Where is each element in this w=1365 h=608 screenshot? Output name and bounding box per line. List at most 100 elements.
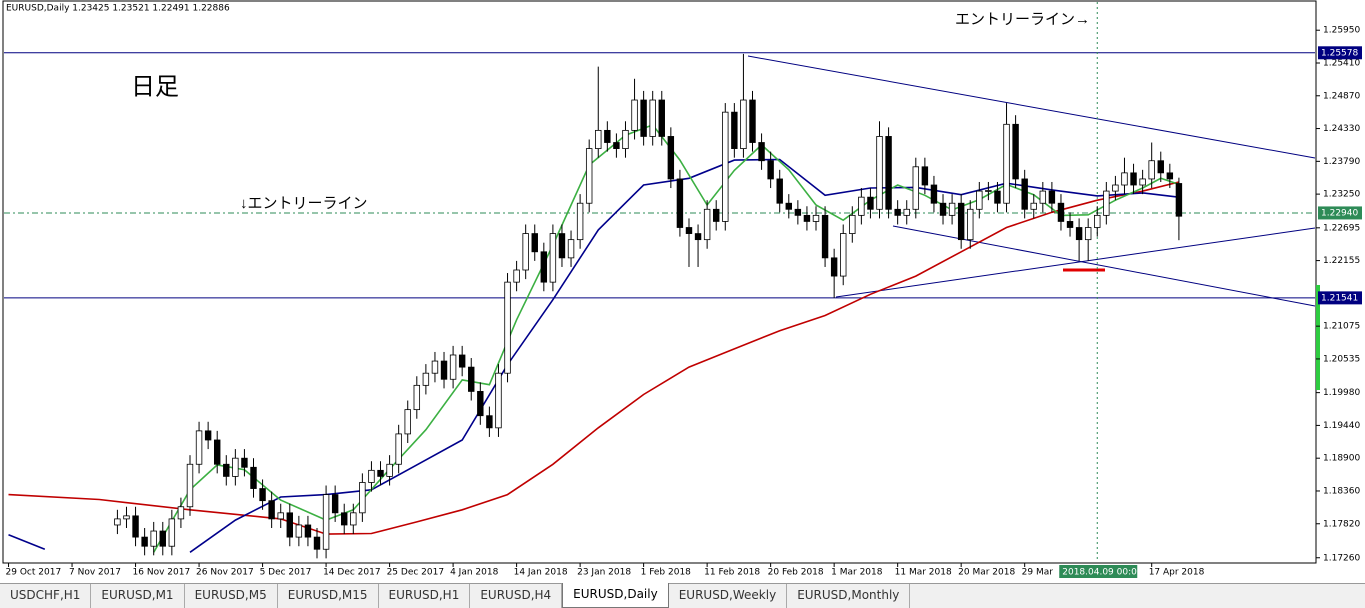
x-tick-label: 26 Nov 2017 — [196, 568, 254, 578]
candle-body — [1103, 190, 1110, 216]
candle-body — [658, 99, 665, 137]
y-tick-label: 1.23250 — [1323, 190, 1360, 200]
y-tick-label: 1.22695 — [1323, 223, 1360, 233]
candle-body — [576, 202, 584, 241]
candle-body — [894, 208, 901, 216]
y-tick-label: 1.20535 — [1323, 354, 1360, 364]
candle-body — [540, 251, 548, 283]
x-tick-label: 14 Jan 2018 — [514, 568, 568, 578]
candle-body — [1139, 178, 1146, 186]
candle-body — [477, 391, 484, 417]
candle-body — [595, 129, 602, 149]
candle-body — [141, 536, 148, 547]
candle-body — [531, 233, 538, 253]
candle-body — [522, 233, 529, 271]
candle-body — [295, 524, 303, 538]
candle-body — [731, 111, 738, 149]
candle-body — [649, 99, 656, 137]
candle-body — [812, 214, 820, 222]
candle-body — [549, 233, 557, 283]
candle-body — [767, 160, 774, 180]
price-level-label: 1.21541 — [1321, 293, 1358, 303]
candle-body — [1175, 183, 1183, 217]
candle-body — [930, 184, 938, 204]
candle-body — [195, 430, 203, 465]
candle-body — [322, 494, 330, 550]
volume-bar — [1316, 285, 1320, 390]
candle-body — [486, 415, 493, 429]
chart-tab[interactable]: EURUSD,M15 — [278, 584, 379, 608]
candle-body — [1039, 190, 1047, 204]
y-tick-label: 1.18360 — [1323, 486, 1360, 496]
trendline — [747, 55, 1316, 159]
chart-tab[interactable]: EURUSD,Daily — [562, 583, 669, 608]
candle-body — [712, 208, 720, 222]
candle-body — [232, 457, 239, 477]
chart-tab[interactable]: USDCHF,H1 — [0, 584, 92, 608]
x-tick-label: 29 Oct 2017 — [6, 568, 62, 578]
candle-body — [957, 202, 965, 241]
candle-body — [359, 482, 366, 514]
candle-body — [976, 190, 983, 210]
chart-tab[interactable]: EURUSD,Monthly — [787, 584, 911, 608]
candle-body — [449, 354, 457, 380]
x-tick-label: 23 Jan 2018 — [577, 568, 631, 578]
candle-body — [785, 202, 792, 210]
candle-body — [213, 439, 221, 465]
candle-body — [867, 196, 874, 210]
candle-body — [150, 530, 157, 547]
candle-body — [1166, 172, 1174, 180]
y-tick-label: 1.21075 — [1323, 322, 1360, 332]
x-tick-label: 4 Jan 2018 — [450, 568, 498, 578]
candle-body — [885, 136, 892, 210]
price-level-box — [1318, 206, 1362, 220]
x-tick-label: 11 Feb 2018 — [704, 568, 760, 578]
x-tick-label: 5 Dec 2017 — [260, 568, 312, 578]
plot-area — [4, 2, 1315, 562]
x-tick-label: 1 Mar 2018 — [831, 568, 883, 578]
candle-body — [622, 129, 629, 149]
chart-tab[interactable]: EURUSD,M5 — [185, 584, 278, 608]
candle-body — [585, 148, 593, 204]
candle-body — [350, 512, 357, 526]
x-tick-label: 14 Dec 2017 — [323, 568, 381, 578]
candle-body — [694, 233, 702, 241]
y-tick-label: 1.24870 — [1323, 91, 1360, 101]
candle-body — [468, 366, 475, 392]
chart: EURUSD,Daily 1.23425 1.23521 1.22491 1.2… — [2, 0, 1362, 578]
x-tick-label: 1 Feb 2018 — [641, 568, 692, 578]
candle-body — [304, 524, 312, 538]
candle-body — [1121, 172, 1128, 186]
y-tick-label: 1.19980 — [1323, 388, 1360, 398]
trendline — [835, 227, 1316, 298]
candle-body — [341, 512, 348, 526]
candle-body — [259, 488, 266, 502]
candle-body — [1157, 160, 1164, 174]
chart-tab[interactable]: EURUSD,H1 — [379, 584, 471, 608]
candle-body — [640, 99, 647, 137]
chart-tab[interactable]: EURUSD,M1 — [91, 584, 185, 608]
chart-tab[interactable]: EURUSD,Weekly — [669, 584, 788, 608]
candle-body — [277, 512, 284, 520]
price-level-label: 1.25578 — [1321, 48, 1358, 58]
y-tick-label: 1.17260 — [1323, 553, 1360, 563]
candle-body — [604, 129, 611, 143]
candle-body — [458, 354, 466, 368]
annotation: ↓エントリーライン — [240, 195, 368, 212]
candle-body — [132, 515, 139, 538]
candle-body — [168, 518, 176, 547]
candle-body — [740, 99, 747, 149]
candle-body — [413, 384, 421, 411]
moving-average — [153, 123, 1180, 553]
candle-body — [331, 494, 339, 514]
moving-average — [8, 181, 1180, 535]
y-tick-label: 1.18900 — [1323, 454, 1360, 464]
chart-tab[interactable]: EURUSD,H4 — [470, 584, 563, 608]
candle-body — [840, 233, 847, 277]
candle-body — [186, 463, 194, 508]
candle-body — [1021, 178, 1028, 210]
candle-body — [422, 372, 430, 386]
candle-body — [1084, 227, 1092, 241]
candle-body — [495, 372, 502, 429]
candle-body — [123, 515, 130, 520]
